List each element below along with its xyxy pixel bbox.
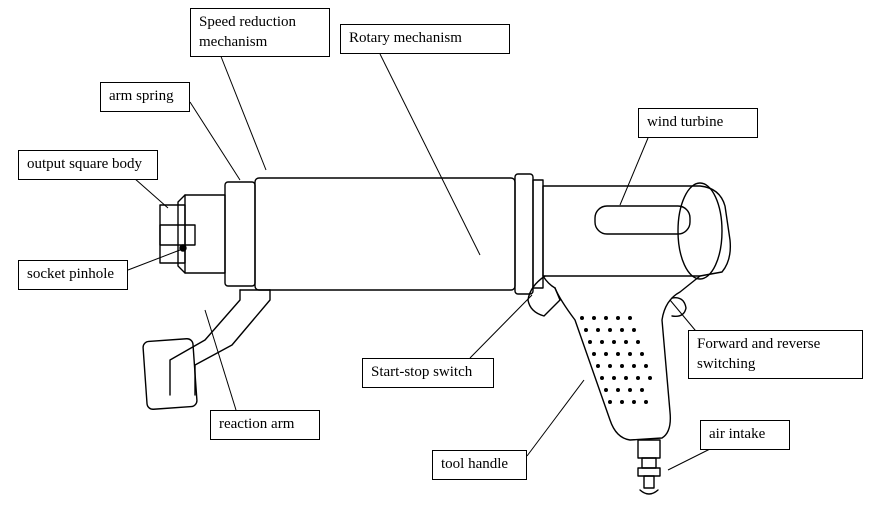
label-tool-handle: tool handle xyxy=(432,450,527,480)
leader-speed_reduction_pt xyxy=(220,54,266,170)
leader-air_intake_pt xyxy=(668,448,712,470)
label-reaction-arm: reaction arm xyxy=(210,410,320,440)
label-air-intake: air intake xyxy=(700,420,790,450)
leader-rotary_mechanism_pt xyxy=(380,54,480,255)
label-arm-spring: arm spring xyxy=(100,82,190,112)
label-speed-reduction: Speed reduction mechanism xyxy=(190,8,330,57)
leader-socket_pinhole_pt xyxy=(128,250,180,270)
leader-reaction_arm_pt xyxy=(205,310,236,410)
label-output-square-body: output square body xyxy=(18,150,158,180)
label-forward-reverse: Forward and reverse switching xyxy=(688,330,863,379)
label-rotary-mechanism: Rotary mechanism xyxy=(340,24,510,54)
label-wind-turbine: wind turbine xyxy=(638,108,758,138)
leader-output_square_pt xyxy=(134,178,168,208)
leader-wind_turbine_pt xyxy=(620,138,648,205)
label-start-stop-switch: Start-stop switch xyxy=(362,358,494,388)
leader-start_stop_pt xyxy=(470,295,532,358)
leader-arm_spring_pt xyxy=(190,102,240,180)
leader-tool_handle_pt xyxy=(527,380,584,456)
label-socket-pinhole: socket pinhole xyxy=(18,260,128,290)
